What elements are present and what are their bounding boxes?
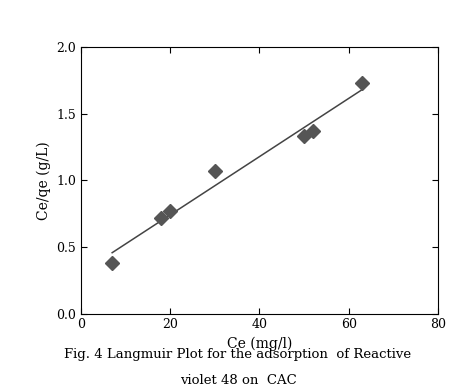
Text: Fig. 4 Langmuir Plot for the adsorption  of Reactive: Fig. 4 Langmuir Plot for the adsorption … <box>64 348 412 361</box>
Text: violet 48 on  CAC: violet 48 on CAC <box>179 374 297 387</box>
X-axis label: Ce (mg/l): Ce (mg/l) <box>227 337 292 351</box>
Y-axis label: Ce/qe (g/L): Ce/qe (g/L) <box>36 141 50 220</box>
